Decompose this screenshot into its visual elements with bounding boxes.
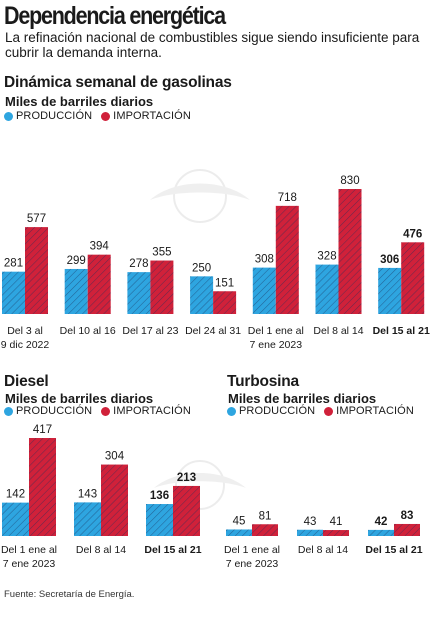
diesel-chart: 142 417 Del 1 ene al 7 ene 2023 143 304 Del 8 … xyxy=(1,424,202,570)
turbosina-bar-hatch xyxy=(394,523,420,536)
diesel-value-label: 136 xyxy=(150,490,169,502)
legend-produccion-label: PRODUCCIÓN xyxy=(239,405,316,417)
legend-importacion-swatch xyxy=(101,406,111,416)
gasolinas-bar-hatch xyxy=(315,264,339,314)
gasolinas-category-label: 7 ene 2023 xyxy=(250,339,303,351)
turbosina-value-label: 45 xyxy=(233,515,246,527)
gasolinas-chart: 281 577 Del 3 al 9 dic 2022 299 394 Del 10 al … xyxy=(1,175,430,351)
diesel-value-label: 142 xyxy=(6,489,25,501)
gasolinas-value-label: 328 xyxy=(317,251,336,263)
turbosina-legend: PRODUCCIÓN IMPORTACIÓN xyxy=(227,405,423,417)
diesel-value-label: 304 xyxy=(105,451,125,463)
diesel-category-label: Del 8 al 14 xyxy=(76,544,126,556)
diesel-value-label: 213 xyxy=(177,472,196,484)
source-note: Fuente: Secretaría de Energía. xyxy=(4,589,135,600)
legend-importacion-swatch xyxy=(324,406,334,416)
turbosina-value-label: 81 xyxy=(259,510,272,522)
turbosina-value-label: 83 xyxy=(401,510,414,522)
gasolinas-legend: PRODUCCIÓN IMPORTACIÓN xyxy=(4,110,200,122)
gasolinas-bar-hatch xyxy=(2,271,25,314)
gasolinas-value-label: 577 xyxy=(27,213,46,225)
turbosina-category-label: 7 ene 2023 xyxy=(226,558,279,570)
gasolinas-value-label: 394 xyxy=(90,241,110,253)
gasolinas-value-label: 718 xyxy=(278,192,297,204)
gasolinas-bar-hatch xyxy=(252,267,276,314)
legend-importacion-label: IMPORTACIÓN xyxy=(336,405,414,417)
legend-produccion-label: PRODUCCIÓN xyxy=(16,110,93,122)
gasolinas-category-label: 9 dic 2022 xyxy=(1,339,50,351)
page-title: Dependencia energética xyxy=(4,2,226,30)
gasolinas-value-label: 306 xyxy=(380,254,399,266)
diesel-category-label: 7 ene 2023 xyxy=(3,558,56,570)
gasolinas-bar-hatch xyxy=(213,291,237,314)
gasolinas-bar-hatch xyxy=(190,276,214,314)
diesel-legend: PRODUCCIÓN IMPORTACIÓN xyxy=(4,405,200,417)
gasolinas-value-label: 355 xyxy=(152,247,171,259)
turbosina-bar-hatch xyxy=(368,529,394,536)
diesel-category-label: Del 15 al 21 xyxy=(144,544,201,556)
diesel-bar-hatch xyxy=(173,485,200,536)
gasolinas-value-label: 830 xyxy=(340,175,359,187)
turbosina-units: Miles de barriles diarios xyxy=(228,391,377,406)
legend-importacion-swatch xyxy=(101,111,111,121)
gasolinas-value-label: 278 xyxy=(129,258,148,270)
gasolinas-value-label: 151 xyxy=(215,277,234,289)
diesel-units: Miles de barriles diarios xyxy=(5,391,154,406)
gasolinas-category-label: Del 10 al 16 xyxy=(60,325,116,337)
legend-produccion-swatch xyxy=(227,406,236,416)
diesel-bar-hatch xyxy=(29,438,56,536)
gasolinas-bar-hatch xyxy=(401,242,425,314)
gasolinas-bar-hatch xyxy=(275,205,299,314)
gasolinas-units: Miles de barriles diarios xyxy=(5,94,154,109)
gasolinas-value-label: 299 xyxy=(67,255,86,267)
gasolinas-value-label: 250 xyxy=(192,262,211,274)
page-subtitle: La refinación nacional de combustibles s… xyxy=(5,30,420,60)
turbosina-category-label: Del 1 ene al xyxy=(224,544,280,556)
turbosina-bar-hatch xyxy=(226,529,252,536)
turbosina-value-label: 43 xyxy=(304,516,317,528)
gasolinas-value-label: 476 xyxy=(403,228,422,240)
turbosina-category-label: Del 8 al 14 xyxy=(298,544,348,556)
gasolinas-bar-hatch xyxy=(25,227,48,314)
gasolinas-category-label: Del 8 al 14 xyxy=(313,325,363,337)
turbosina-bar-hatch xyxy=(297,529,323,536)
gasolinas-category-label: Del 15 al 21 xyxy=(373,325,430,337)
gasolinas-bar-hatch xyxy=(150,260,174,314)
turbosina-value-label: 42 xyxy=(375,516,388,528)
legend-produccion-swatch xyxy=(4,406,13,416)
diesel-bar-hatch xyxy=(101,464,128,536)
legend-produccion-swatch xyxy=(4,111,13,121)
gasolinas-value-label: 308 xyxy=(255,254,274,266)
diesel-bar-hatch xyxy=(74,502,101,536)
turbosina-bar-hatch xyxy=(323,530,349,536)
gasolinas-bar-hatch xyxy=(87,254,111,314)
diesel-category-label: Del 1 ene al xyxy=(1,544,57,556)
turbosina-chart: 45 81 Del 1 ene al 7 ene 2023 43 41 Del 8 al 1… xyxy=(224,510,423,570)
diesel-title: Diesel xyxy=(4,373,49,390)
diesel-bar-hatch xyxy=(2,502,29,536)
turbosina-title: Turbosina xyxy=(227,373,299,390)
gasolinas-category-label: Del 3 al xyxy=(7,325,43,337)
gasolinas-bar-hatch xyxy=(378,267,402,314)
turbosina-value-label: 41 xyxy=(330,516,343,528)
diesel-value-label: 143 xyxy=(78,488,97,500)
gasolinas-bar-hatch xyxy=(338,189,362,314)
gasolinas-category-label: Del 1 ene al xyxy=(248,325,304,337)
watermark-emblem-1 xyxy=(150,169,250,223)
diesel-value-label: 417 xyxy=(33,424,52,436)
turbosina-bar-hatch xyxy=(252,524,278,536)
legend-produccion-label: PRODUCCIÓN xyxy=(16,405,93,417)
legend-importacion-label: IMPORTACIÓN xyxy=(113,110,191,122)
legend-importacion-label: IMPORTACIÓN xyxy=(113,405,191,417)
gasolinas-value-label: 281 xyxy=(4,258,23,270)
diesel-bar-hatch xyxy=(146,504,173,536)
gasolinas-bar-hatch xyxy=(64,268,88,314)
gasolinas-category-label: Del 24 al 31 xyxy=(185,325,241,337)
gasolinas-category-label: Del 17 al 23 xyxy=(122,325,178,337)
gasolinas-bar-hatch xyxy=(127,272,151,314)
gasolinas-title: Dinámica semanal de gasolinas xyxy=(4,74,232,91)
turbosina-category-label: Del 15 al 21 xyxy=(365,544,422,556)
